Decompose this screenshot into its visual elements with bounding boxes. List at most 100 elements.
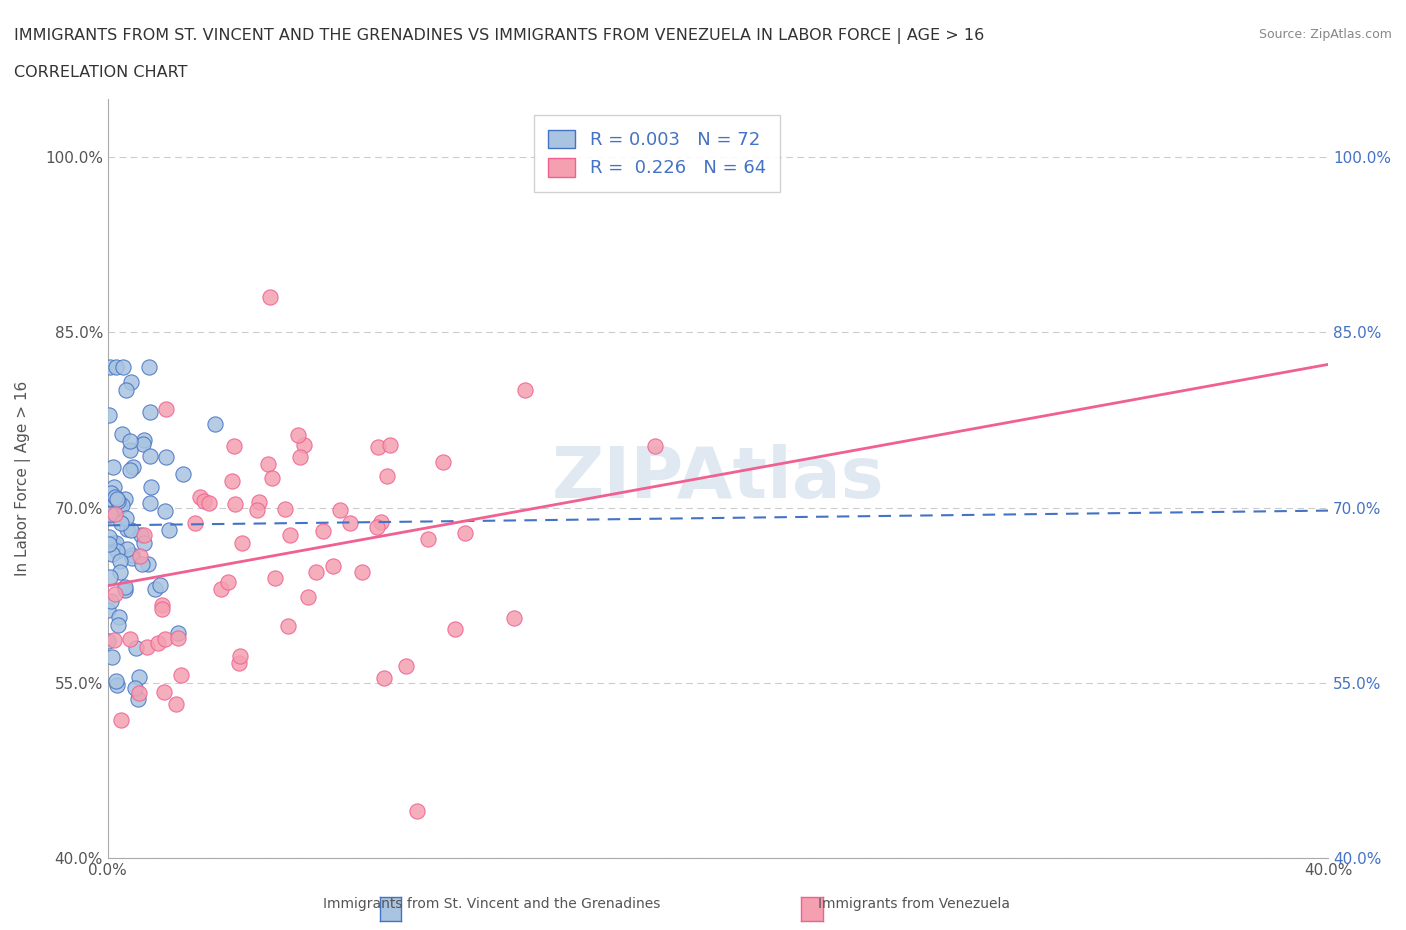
Immigrants from St. Vincent and the Grenadines (105, 543, 128, 558)
Immigrants from Venezuela (103, 632, 125, 647)
Immigrants from St. Vincent and the Grenadines (100, 485, 122, 500)
Immigrants from St. Vincent and the Grenadines (105, 360, 128, 375)
Immigrants from St. Vincent and the Grenadines (139, 496, 162, 511)
Immigrants from St. Vincent and the Grenadines (118, 463, 141, 478)
Immigrants from St. Vincent and the Grenadines (97, 633, 120, 648)
Text: Immigrants from Venezuela: Immigrants from Venezuela (818, 897, 1010, 911)
Immigrants from Venezuela (370, 514, 392, 529)
Immigrants from Venezuela (292, 437, 315, 452)
Immigrants from St. Vincent and the Grenadines (98, 360, 121, 375)
Immigrants from St. Vincent and the Grenadines (100, 650, 122, 665)
Immigrants from St. Vincent and the Grenadines (121, 551, 143, 565)
Immigrants from St. Vincent and the Grenadines (107, 618, 129, 632)
Immigrants from St. Vincent and the Grenadines (104, 489, 127, 504)
Immigrants from St. Vincent and the Grenadines (132, 432, 155, 447)
Immigrants from St. Vincent and the Grenadines (124, 681, 146, 696)
Immigrants from Venezuela (146, 635, 169, 650)
Text: ZIPAtlas: ZIPAtlas (551, 444, 884, 512)
Immigrants from Venezuela (373, 671, 395, 685)
Immigrants from St. Vincent and the Grenadines (127, 692, 149, 707)
Immigrants from Venezuela (263, 571, 285, 586)
Immigrants from St. Vincent and the Grenadines (153, 504, 176, 519)
Immigrants from Venezuela (228, 649, 250, 664)
Immigrants from Venezuela (132, 527, 155, 542)
Immigrants from Venezuela (503, 611, 526, 626)
Immigrants from St. Vincent and the Grenadines (115, 542, 138, 557)
Immigrants from St. Vincent and the Grenadines (97, 529, 120, 544)
Immigrants from St. Vincent and the Grenadines (108, 565, 131, 579)
Immigrants from St. Vincent and the Grenadines (103, 480, 125, 495)
Immigrants from St. Vincent and the Grenadines (132, 536, 155, 551)
Immigrants from Venezuela (136, 640, 159, 655)
Immigrants from St. Vincent and the Grenadines (115, 522, 138, 537)
Immigrants from Venezuela (513, 382, 536, 397)
Immigrants from Venezuela (352, 565, 374, 579)
Immigrants from Venezuela (155, 402, 177, 417)
Immigrants from Venezuela (153, 632, 176, 647)
Immigrants from St. Vincent and the Grenadines (122, 459, 145, 474)
Immigrants from St. Vincent and the Grenadines (138, 448, 160, 463)
Immigrants from Venezuela (110, 713, 132, 728)
Immigrants from Venezuela (170, 668, 193, 683)
Immigrants from St. Vincent and the Grenadines (98, 506, 121, 521)
Immigrants from St. Vincent and the Grenadines (107, 494, 129, 509)
Text: CORRELATION CHART: CORRELATION CHART (14, 65, 187, 80)
Immigrants from Venezuela (366, 520, 388, 535)
Immigrants from St. Vincent and the Grenadines (125, 641, 148, 656)
Immigrants from Venezuela (246, 502, 269, 517)
Immigrants from St. Vincent and the Grenadines (131, 437, 153, 452)
Immigrants from St. Vincent and the Grenadines (120, 375, 142, 390)
Immigrants from St. Vincent and the Grenadines (131, 556, 153, 571)
Immigrants from St. Vincent and the Grenadines (111, 360, 134, 375)
Immigrants from St. Vincent and the Grenadines (114, 579, 136, 594)
Immigrants from St. Vincent and the Grenadines (121, 547, 143, 562)
Immigrants from Venezuela (247, 495, 270, 510)
Immigrants from St. Vincent and the Grenadines (101, 536, 124, 551)
Immigrants from St. Vincent and the Grenadines (118, 434, 141, 449)
Immigrants from St. Vincent and the Grenadines (97, 537, 120, 551)
Immigrants from Venezuela (209, 582, 232, 597)
Immigrants from St. Vincent and the Grenadines (108, 553, 131, 568)
Immigrants from Venezuela (103, 587, 125, 602)
Immigrants from Venezuela (120, 631, 142, 646)
Immigrants from St. Vincent and the Grenadines (157, 523, 180, 538)
Text: IMMIGRANTS FROM ST. VINCENT AND THE GRENADINES VS IMMIGRANTS FROM VENEZUELA IN L: IMMIGRANTS FROM ST. VINCENT AND THE GREN… (14, 28, 984, 44)
Immigrants from St. Vincent and the Grenadines (114, 583, 136, 598)
Immigrants from Venezuela (150, 602, 173, 617)
Immigrants from Venezuela (224, 497, 246, 512)
Immigrants from Venezuela (274, 501, 297, 516)
Immigrants from St. Vincent and the Grenadines (138, 360, 160, 375)
Immigrants from Venezuela (221, 473, 243, 488)
Immigrants from St. Vincent and the Grenadines (107, 610, 129, 625)
Immigrants from St. Vincent and the Grenadines (105, 677, 128, 692)
Immigrants from Venezuela (305, 565, 328, 579)
Immigrants from Venezuela (188, 489, 211, 504)
Immigrants from St. Vincent and the Grenadines (139, 479, 162, 494)
Immigrants from Venezuela (193, 494, 215, 509)
Immigrants from St. Vincent and the Grenadines (204, 417, 226, 432)
Immigrants from Venezuela (150, 598, 173, 613)
Immigrants from Venezuela (217, 575, 239, 590)
Immigrants from Venezuela (287, 428, 309, 443)
Immigrants from Venezuela (280, 527, 302, 542)
Immigrants from Venezuela (367, 440, 389, 455)
Immigrants from St. Vincent and the Grenadines (98, 570, 121, 585)
Immigrants from Venezuela (167, 631, 190, 645)
Immigrants from St. Vincent and the Grenadines (100, 593, 122, 608)
Immigrants from St. Vincent and the Grenadines (105, 492, 128, 507)
Immigrants from St. Vincent and the Grenadines (155, 450, 177, 465)
Immigrants from St. Vincent and the Grenadines (111, 427, 134, 442)
Immigrants from Venezuela (378, 438, 401, 453)
Immigrants from Venezuela (184, 515, 207, 530)
Immigrants from Venezuela (128, 685, 150, 700)
Immigrants from St. Vincent and the Grenadines (167, 626, 190, 641)
Immigrants from St. Vincent and the Grenadines (110, 515, 132, 530)
Immigrants from St. Vincent and the Grenadines (128, 670, 150, 684)
Immigrants from Venezuela (432, 454, 454, 469)
Immigrants from St. Vincent and the Grenadines (101, 492, 124, 507)
Immigrants from Venezuela (165, 697, 187, 711)
Immigrants from St. Vincent and the Grenadines (172, 467, 194, 482)
Immigrants from St. Vincent and the Grenadines (131, 527, 153, 542)
Immigrants from St. Vincent and the Grenadines (105, 673, 128, 688)
Immigrants from Venezuela (377, 469, 399, 484)
